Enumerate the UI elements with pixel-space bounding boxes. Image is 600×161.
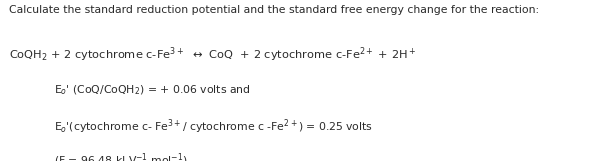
Text: E$_o$' (CoQ/CoQH$_2$) = + 0.06 volts and: E$_o$' (CoQ/CoQH$_2$) = + 0.06 volts and — [54, 84, 251, 97]
Text: (F = 96.48 kJ V$^{-1}$ mol$^{-1}$): (F = 96.48 kJ V$^{-1}$ mol$^{-1}$) — [54, 151, 188, 161]
Text: CoQH$_2$ + 2 cytochrome c-Fe$^{3+}$  ↔  CoQ  + 2 cytochrome c-Fe$^{2+}$ + 2H$^+$: CoQH$_2$ + 2 cytochrome c-Fe$^{3+}$ ↔ Co… — [9, 45, 416, 64]
Text: E$_o$'(cytochrome c- Fe$^{3+}$/ cytochrome c -Fe$^{2+}$) = 0.25 volts: E$_o$'(cytochrome c- Fe$^{3+}$/ cytochro… — [54, 118, 373, 136]
Text: Calculate the standard reduction potential and the standard free energy change f: Calculate the standard reduction potenti… — [9, 5, 539, 15]
